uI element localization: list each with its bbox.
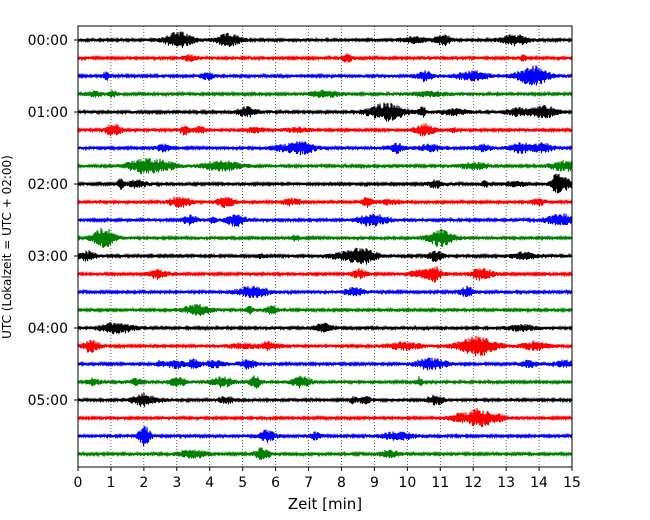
x-axis-ticks: 0 1 2 3 4 5 6 7 8 9 10 11 12 13 14 15 [74,467,581,491]
y-tick-label: 04:00 [28,321,68,337]
x-tick-label: 1 [106,475,115,491]
x-tick-label: 12 [464,475,482,491]
x-tick-label: 11 [431,475,449,491]
trace-line [77,65,573,86]
x-tick-label: 8 [337,475,346,491]
x-tick-label: 9 [370,475,379,491]
x-tick-label: 10 [398,475,416,491]
trace-line [77,266,573,283]
trace-line [77,123,573,137]
x-tick-label: 15 [563,475,581,491]
x-tick-label: 2 [139,475,148,491]
trace-line [77,52,573,63]
trace-line [77,357,573,371]
trace-line [77,196,573,209]
x-tick-label: 4 [205,475,214,491]
trace-line [77,157,573,175]
y-tick-label: 05:00 [28,393,68,409]
trace-line [77,247,573,265]
y-axis-ticks: 00:00 01:00 02:00 03:00 04:00 05:00 [28,33,78,409]
x-tick-label: 5 [238,475,247,491]
y-tick-label: 02:00 [28,177,68,193]
y-tick-label: 01:00 [28,105,68,121]
x-tick-label: 0 [74,475,83,491]
x-tick-label: 14 [530,475,548,491]
trace-line [77,227,573,248]
x-tick-label: 13 [497,475,515,491]
x-tick-label: 6 [271,475,280,491]
plot-background [78,26,572,467]
y-axis-label: UTC (Lokalzeit = UTC + 02:00) [0,155,14,339]
traces [77,31,573,460]
trace-line [77,213,573,227]
trace-line [77,322,573,335]
y-tick-label: 03:00 [28,249,68,265]
trace-line [77,447,573,460]
x-tick-label: 7 [304,475,313,491]
trace-line [77,173,573,194]
trace-line [77,335,573,357]
trace-line [77,392,573,407]
trace-line [77,141,573,156]
y-tick-label: 00:00 [28,33,68,49]
x-axis-label: Zeit [min] [288,495,362,513]
trace-line [77,285,573,299]
trace-line [77,102,573,122]
trace-line [77,375,573,389]
x-tick-label: 3 [172,475,181,491]
plot-frame [77,25,573,468]
trace-line [77,407,573,428]
trace-line [77,89,573,98]
trace-line [77,303,573,316]
trace-line [77,425,573,447]
trace-line [77,31,573,48]
